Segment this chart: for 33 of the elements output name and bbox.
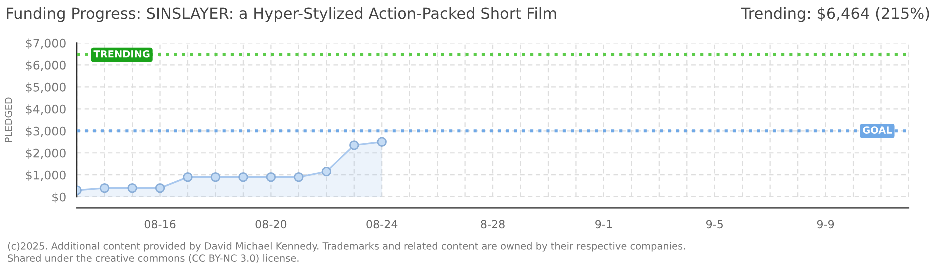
- point: [322, 166, 332, 177]
- ref-line-label: TRENDING: [94, 50, 150, 58]
- point: [128, 183, 138, 194]
- text: (c)2025. Additional content provided by David Michael Kennedy. Trademarks and related content are owned by their respective companies.: [8, 242, 686, 252]
- text: Shared under the creative commons (CC BY-NC 3.0) license.: [8, 254, 299, 264]
- point: [155, 183, 166, 194]
- y-tick-label: $4,000: [26, 104, 66, 116]
- x-tick-label: 9-5: [706, 220, 723, 229]
- ref-line-label: GOAL: [863, 126, 892, 134]
- x-tick-label: 08-20: [256, 220, 287, 229]
- y-tick-label: $7,000: [26, 38, 66, 50]
- point: [238, 172, 248, 182]
- chart-title: Funding Progress: SINSLAYER: a Hyper-Stylized Action-Packed Short Film: [7, 7, 556, 22]
- y-tick-label: $0: [52, 192, 66, 204]
- chart-subtitle: Trending: $6,464 (215%): [741, 7, 930, 22]
- x-tick-label: 9-9: [817, 220, 834, 229]
- point: [210, 172, 221, 182]
- point: [183, 172, 193, 182]
- y-tick-label: $3,000: [26, 126, 66, 138]
- y-tick-label: $1,000: [26, 170, 66, 182]
- x-tick-label: 9-1: [596, 220, 612, 229]
- y-axis-title: PLEDGED: [5, 98, 12, 142]
- point: [294, 172, 304, 182]
- y-tick-label: $5,000: [26, 82, 66, 94]
- point: [350, 140, 360, 150]
- y-tick-label: $2,000: [26, 148, 66, 160]
- y-tick-label: $6,000: [26, 60, 66, 72]
- point: [377, 137, 387, 147]
- x-tick-label: 8-28: [481, 220, 505, 229]
- point: [100, 183, 110, 194]
- x-tick-label: 08-16: [144, 220, 176, 229]
- x-tick-label: 08-24: [366, 220, 398, 229]
- point: [266, 172, 276, 182]
